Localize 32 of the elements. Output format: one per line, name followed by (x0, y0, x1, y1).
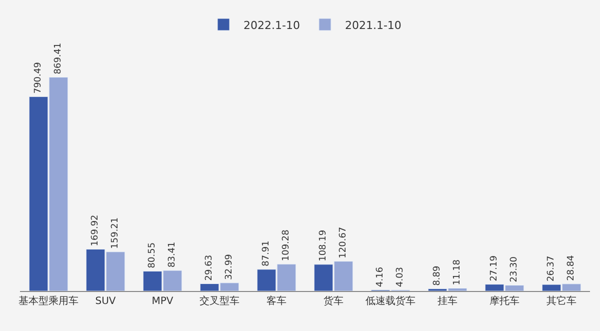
data-label: 790.49 (34, 62, 44, 94)
x-tick-label: 货车 (324, 295, 344, 307)
x-tick-label: 基本型乘用车 (18, 295, 78, 307)
data-label: 80.55 (148, 242, 158, 268)
data-label: 27.19 (490, 255, 500, 282)
legend-label: 2021.1-10 (344, 18, 402, 32)
data-label: 169.92 (90, 214, 101, 246)
x-tick-label: 挂车 (438, 295, 458, 307)
x-tick-label: SUV (95, 296, 116, 307)
x-tick-label: MPV (152, 296, 174, 307)
x-tick-label: 低速载货车 (366, 295, 416, 307)
data-label: 109.28 (281, 229, 292, 262)
data-label: 4.16 (376, 266, 386, 287)
data-label: 28.84 (566, 254, 576, 281)
data-label: 32.99 (224, 254, 234, 280)
data-label: 26.37 (546, 256, 557, 282)
x-tick-label: 交叉型车 (200, 295, 240, 307)
data-label: 4.03 (395, 266, 406, 288)
data-label: 869.41 (53, 42, 64, 74)
data-label: 83.41 (167, 242, 178, 268)
data-label: 11.18 (452, 259, 462, 286)
data-label: 120.67 (338, 226, 348, 258)
data-label: 8.89 (432, 265, 443, 286)
x-tick-label: 摩托车 (490, 295, 520, 307)
x-tick-label: 客车 (266, 295, 286, 307)
legend-label: 2022.1-10 (244, 18, 300, 32)
data-label: 159.21 (110, 217, 120, 249)
data-label: 108.19 (318, 230, 329, 262)
data-label: 29.63 (204, 254, 215, 281)
data-label: 87.91 (262, 240, 272, 266)
data-label: 23.30 (509, 256, 520, 282)
x-tick-label: 其它车 (546, 295, 576, 307)
